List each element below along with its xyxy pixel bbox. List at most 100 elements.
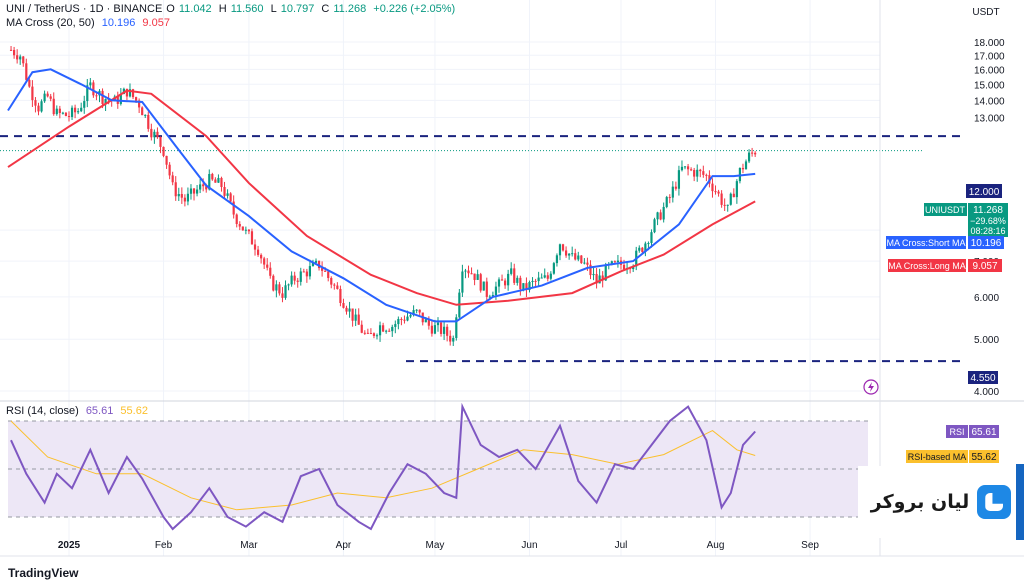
candle-body bbox=[232, 201, 235, 215]
candle-body bbox=[378, 325, 382, 336]
candle-body bbox=[665, 197, 668, 207]
candle-body bbox=[250, 231, 254, 245]
candle-body bbox=[366, 332, 369, 334]
candle-body bbox=[269, 267, 272, 276]
candle-body bbox=[537, 277, 540, 282]
candle-body bbox=[214, 179, 217, 183]
candle-body bbox=[241, 226, 244, 231]
candle-body bbox=[534, 280, 537, 282]
candle-body bbox=[720, 193, 723, 205]
ma-long-value: 9.057 bbox=[142, 17, 170, 29]
time-axis[interactable]: 2025 Feb Mar Apr May Jun Jul Aug Sep bbox=[58, 540, 820, 551]
candle-body bbox=[522, 283, 525, 290]
candle-body bbox=[610, 261, 613, 264]
time-tick-label: Apr bbox=[336, 540, 352, 551]
candle-body bbox=[229, 193, 232, 202]
candle-body bbox=[574, 253, 577, 260]
last-price-badge: UNIUSDT 11.268 −29.68% 08:28:16 bbox=[924, 203, 1008, 237]
candle-body bbox=[348, 308, 351, 312]
short-ma-value: 10.196 bbox=[971, 238, 1002, 249]
candle-body bbox=[195, 189, 199, 194]
candle-body bbox=[159, 136, 162, 147]
price-tick-label: 16.000 bbox=[974, 65, 1005, 76]
candle-body bbox=[16, 55, 19, 60]
candle-body bbox=[290, 275, 293, 285]
candle-body bbox=[510, 268, 513, 274]
ma-short-value: 10.196 bbox=[101, 17, 136, 29]
currency-label[interactable]: USDT bbox=[972, 7, 999, 18]
price-tick-label: 18.000 bbox=[974, 38, 1005, 49]
candle-body bbox=[156, 131, 159, 137]
candle-body bbox=[357, 314, 360, 325]
time-tick-label: Aug bbox=[707, 540, 725, 551]
candle-body bbox=[86, 85, 89, 102]
candle-body bbox=[497, 279, 501, 287]
close-label: C bbox=[321, 3, 330, 15]
candle-body bbox=[256, 249, 260, 255]
rsi-ma-badge: RSI-based MA 55.62 bbox=[906, 450, 999, 463]
candle-body bbox=[650, 232, 653, 244]
resistance-badge: 12.000 bbox=[966, 184, 1002, 198]
candle-body bbox=[70, 107, 74, 117]
price-tick-label: 15.000 bbox=[974, 80, 1005, 91]
candle-body bbox=[543, 275, 546, 278]
ma-legend[interactable]: MA Cross (20, 50) 10.196 9.057 bbox=[6, 16, 174, 30]
rsi-ma-line bbox=[10, 420, 756, 511]
rsi-legend[interactable]: RSI (14, close) 65.61 55.62 bbox=[6, 404, 152, 418]
candle-body bbox=[296, 280, 299, 282]
candle-body bbox=[351, 308, 354, 321]
candle-body bbox=[653, 219, 656, 233]
candle-body bbox=[488, 296, 491, 298]
candle-body bbox=[46, 93, 49, 97]
candle-body bbox=[144, 114, 147, 116]
candle-body bbox=[52, 98, 55, 115]
candle-body bbox=[647, 243, 650, 245]
candle-body bbox=[668, 197, 671, 199]
candle-body bbox=[287, 284, 290, 286]
alert-bolt-icon[interactable] bbox=[863, 379, 879, 395]
candle-body bbox=[711, 183, 714, 192]
candle-body bbox=[308, 266, 312, 277]
short-ma-badge: MA Cross:Short MA 10.196 bbox=[886, 236, 1004, 249]
candle-body bbox=[732, 193, 735, 198]
symbol-legend[interactable]: UNI / TetherUS · 1D · BINANCE O 11.042 H 11… bbox=[6, 2, 459, 16]
price-tick-label: 14.000 bbox=[974, 96, 1005, 107]
horizontal-levels bbox=[0, 135, 966, 518]
candle-body bbox=[439, 322, 443, 334]
candle-body bbox=[519, 277, 522, 290]
broker-logo-text: لیان بروکر bbox=[870, 491, 970, 513]
candle-body bbox=[464, 270, 467, 272]
rsi-value: 65.61 bbox=[85, 405, 114, 417]
candle-body bbox=[735, 181, 738, 198]
candle-body bbox=[80, 107, 83, 112]
rsi-line bbox=[10, 402, 756, 531]
candle-body bbox=[253, 244, 257, 250]
candle-body bbox=[601, 275, 604, 281]
candle-body bbox=[324, 270, 327, 272]
candle-body bbox=[58, 108, 61, 113]
open-label: O bbox=[166, 3, 175, 15]
rsi-badge: RSI 65.61 bbox=[946, 425, 999, 438]
candle-body bbox=[40, 101, 43, 112]
candle-body bbox=[61, 112, 64, 114]
candle-body bbox=[104, 99, 107, 104]
price-tick-label: 13.000 bbox=[974, 114, 1005, 125]
candle-body bbox=[278, 284, 281, 294]
candle-body bbox=[342, 303, 345, 308]
last-price: 11.268 bbox=[973, 205, 1003, 216]
candle-body bbox=[235, 214, 238, 225]
candle-body bbox=[12, 49, 16, 56]
candle-body bbox=[433, 325, 437, 334]
short-ma-line bbox=[7, 68, 756, 323]
candle-body bbox=[604, 264, 607, 281]
candle-body bbox=[723, 204, 726, 206]
candle-body bbox=[641, 247, 644, 252]
candle-body bbox=[217, 177, 220, 183]
candle-body bbox=[632, 266, 635, 270]
broker-logo-icon bbox=[977, 485, 1012, 519]
candle-body bbox=[583, 262, 586, 264]
tradingview-logo: TradingView bbox=[8, 566, 79, 580]
candle-body bbox=[141, 107, 144, 116]
candle-body bbox=[531, 280, 534, 282]
